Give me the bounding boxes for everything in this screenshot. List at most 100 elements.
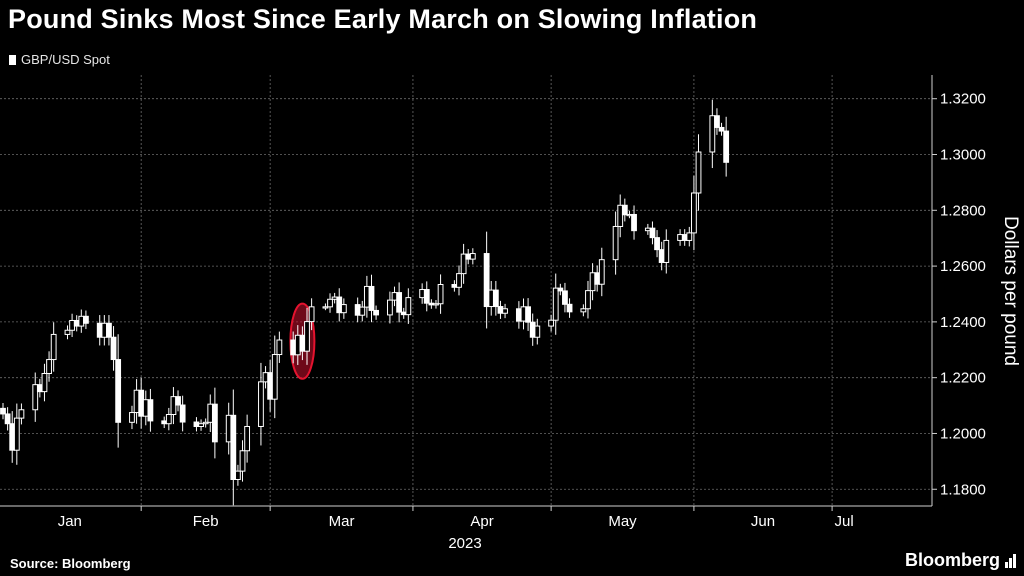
y-tick-label: 1.2200 <box>940 370 986 387</box>
candle-body-down <box>428 302 435 306</box>
candle-body-down <box>373 309 379 316</box>
y-tick-label: 1.1800 <box>940 481 986 498</box>
candle-body-up <box>709 115 716 153</box>
candle-body-up <box>294 334 301 356</box>
y-axis-title: Dollars per pound <box>1000 216 1021 366</box>
candle-body-up <box>663 239 670 263</box>
candle-body-down <box>515 308 522 322</box>
candle-body-up <box>580 308 587 313</box>
candle-body-up <box>198 423 204 427</box>
candle-body-down <box>9 423 16 451</box>
candle-body-up <box>129 412 135 423</box>
candle-body-up <box>585 290 591 310</box>
candle-body-down <box>631 213 637 232</box>
candle-body-up <box>78 315 85 327</box>
x-tick-label: Jun <box>751 513 775 530</box>
candle-body-down <box>73 319 80 327</box>
candle-body-up <box>534 325 541 338</box>
y-tick-label: 1.2800 <box>940 202 986 219</box>
candle-body-up <box>101 322 108 338</box>
candle-body-up <box>363 285 370 308</box>
candle-body-down <box>483 253 490 308</box>
candle-body-down <box>566 303 573 313</box>
candle-body-down <box>147 399 154 422</box>
candle-body-up <box>304 321 310 352</box>
candle-body-down <box>336 296 343 314</box>
candle-body-down <box>525 306 531 323</box>
candle-body-up <box>677 234 683 241</box>
candle-body-up <box>612 225 619 261</box>
candle-body-down <box>106 322 112 338</box>
candle-body-up <box>64 329 71 335</box>
candle-body-up <box>488 289 495 308</box>
candle-body-down <box>621 204 628 216</box>
candle-body-down <box>83 315 89 324</box>
candle-body-up <box>456 273 462 288</box>
y-tick-label: 1.2400 <box>940 314 986 331</box>
candle-body-up <box>207 403 214 423</box>
candle-body-up <box>691 192 697 234</box>
candle-body-down <box>714 115 720 128</box>
candle-body-down <box>368 285 375 311</box>
candle-body-down <box>115 359 122 423</box>
candle-body-up <box>437 284 444 305</box>
candle-body-up <box>405 297 412 316</box>
candle-body-down <box>396 292 403 313</box>
candle-body-up <box>258 381 264 427</box>
candle-body-down <box>354 304 361 316</box>
candle-body-down <box>649 227 656 239</box>
candle-body-up <box>359 306 366 316</box>
candle-body-up <box>170 396 177 415</box>
candle-body-down <box>497 306 504 314</box>
candle-body-up <box>18 409 25 419</box>
candle-body-up <box>419 289 426 299</box>
candle-body-down <box>718 126 725 132</box>
candle-body-up <box>133 389 140 414</box>
candle-body-up <box>239 450 246 472</box>
legend-swatch <box>9 54 16 65</box>
candle-body-up <box>32 384 39 411</box>
candle-body-up <box>308 306 315 323</box>
candle-body-up <box>520 306 527 322</box>
candle-body-down <box>193 421 200 427</box>
candle-body-down <box>290 339 297 356</box>
candle-body-up <box>469 253 476 260</box>
candle-body-up <box>589 272 596 292</box>
candle-body-down <box>267 372 274 400</box>
candle-body-up <box>340 304 347 314</box>
candle-body-up <box>225 414 232 443</box>
source-note: Source: Bloomberg <box>10 556 131 571</box>
candle-body-down <box>654 237 660 251</box>
candle-body-up <box>433 303 439 306</box>
candle-body-down <box>529 321 536 338</box>
legend: GBP/USD Spot <box>9 52 110 67</box>
candle-body-up <box>262 372 269 383</box>
y-tick-label: 1.2000 <box>940 425 986 442</box>
candle-body-down <box>658 249 665 263</box>
candle-body-up <box>142 399 149 417</box>
candle-body-up <box>686 232 693 241</box>
candle-body-down <box>681 234 688 241</box>
candle-body-up <box>552 287 559 321</box>
candle-body-down <box>96 322 103 338</box>
y-tick-label: 1.2600 <box>940 258 986 275</box>
candle-body-down <box>230 414 237 480</box>
bloomberg-bars-icon <box>1004 553 1016 568</box>
candle-body-down <box>179 404 186 423</box>
candle-body-up <box>502 308 508 314</box>
x-year-label: 2023 <box>448 535 481 552</box>
x-tick-label: Jan <box>58 513 82 530</box>
candle-body-down <box>594 272 601 285</box>
candle-body-up <box>331 296 338 300</box>
candle-body-down <box>723 130 730 163</box>
candle-body-up <box>235 470 241 480</box>
x-tick-label: Mar <box>329 513 355 530</box>
candle-body-up <box>46 359 52 374</box>
legend-label: GBP/USD Spot <box>21 52 110 67</box>
candle-body-up <box>617 204 624 227</box>
candle-body-up <box>598 259 605 285</box>
candle-body-down <box>423 289 430 304</box>
candle-body-down <box>492 289 499 308</box>
candle-body-up <box>548 319 555 327</box>
